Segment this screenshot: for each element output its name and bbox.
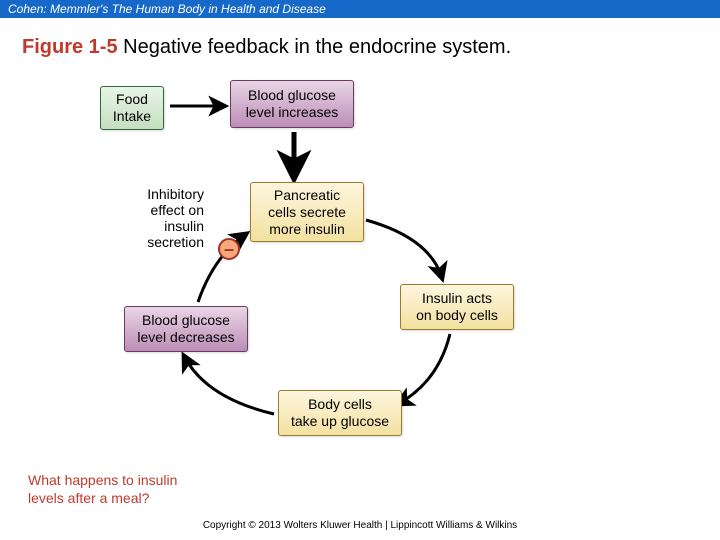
edge-uptake-bgd <box>184 356 274 414</box>
figure-caption: Negative feedback in the endocrine syste… <box>118 36 512 58</box>
header-bar: Cohen: Memmler's The Human Body in Healt… <box>0 0 720 18</box>
minus-icon: – <box>218 238 240 260</box>
node-bgi: Blood glucoselevel increases <box>230 80 354 128</box>
copyright-text: Copyright © 2013 Wolters Kluwer Health |… <box>0 520 720 531</box>
inhibitory-annotation: Inhibitoryeffect oninsulinsecretion <box>114 186 204 250</box>
edge-insulin-uptake <box>398 334 450 404</box>
edge-panc-insulin <box>366 220 442 278</box>
node-panc: Pancreaticcells secretemore insulin <box>250 182 364 242</box>
feedback-diagram: FoodIntake Blood glucoselevel increases Pa… <box>0 60 720 480</box>
node-insulin: Insulin actson body cells <box>400 284 514 330</box>
figure-title: Figure 1-5 Negative feedback in the endo… <box>22 36 720 59</box>
node-food: FoodIntake <box>100 86 164 130</box>
figure-number: Figure 1-5 <box>22 36 118 58</box>
header-text: Cohen: Memmler's The Human Body in Healt… <box>8 2 326 16</box>
node-bgd: Blood glucoselevel decreases <box>124 306 248 352</box>
study-question: What happens to insulinlevels after a me… <box>28 472 177 507</box>
node-uptake: Body cellstake up glucose <box>278 390 402 436</box>
